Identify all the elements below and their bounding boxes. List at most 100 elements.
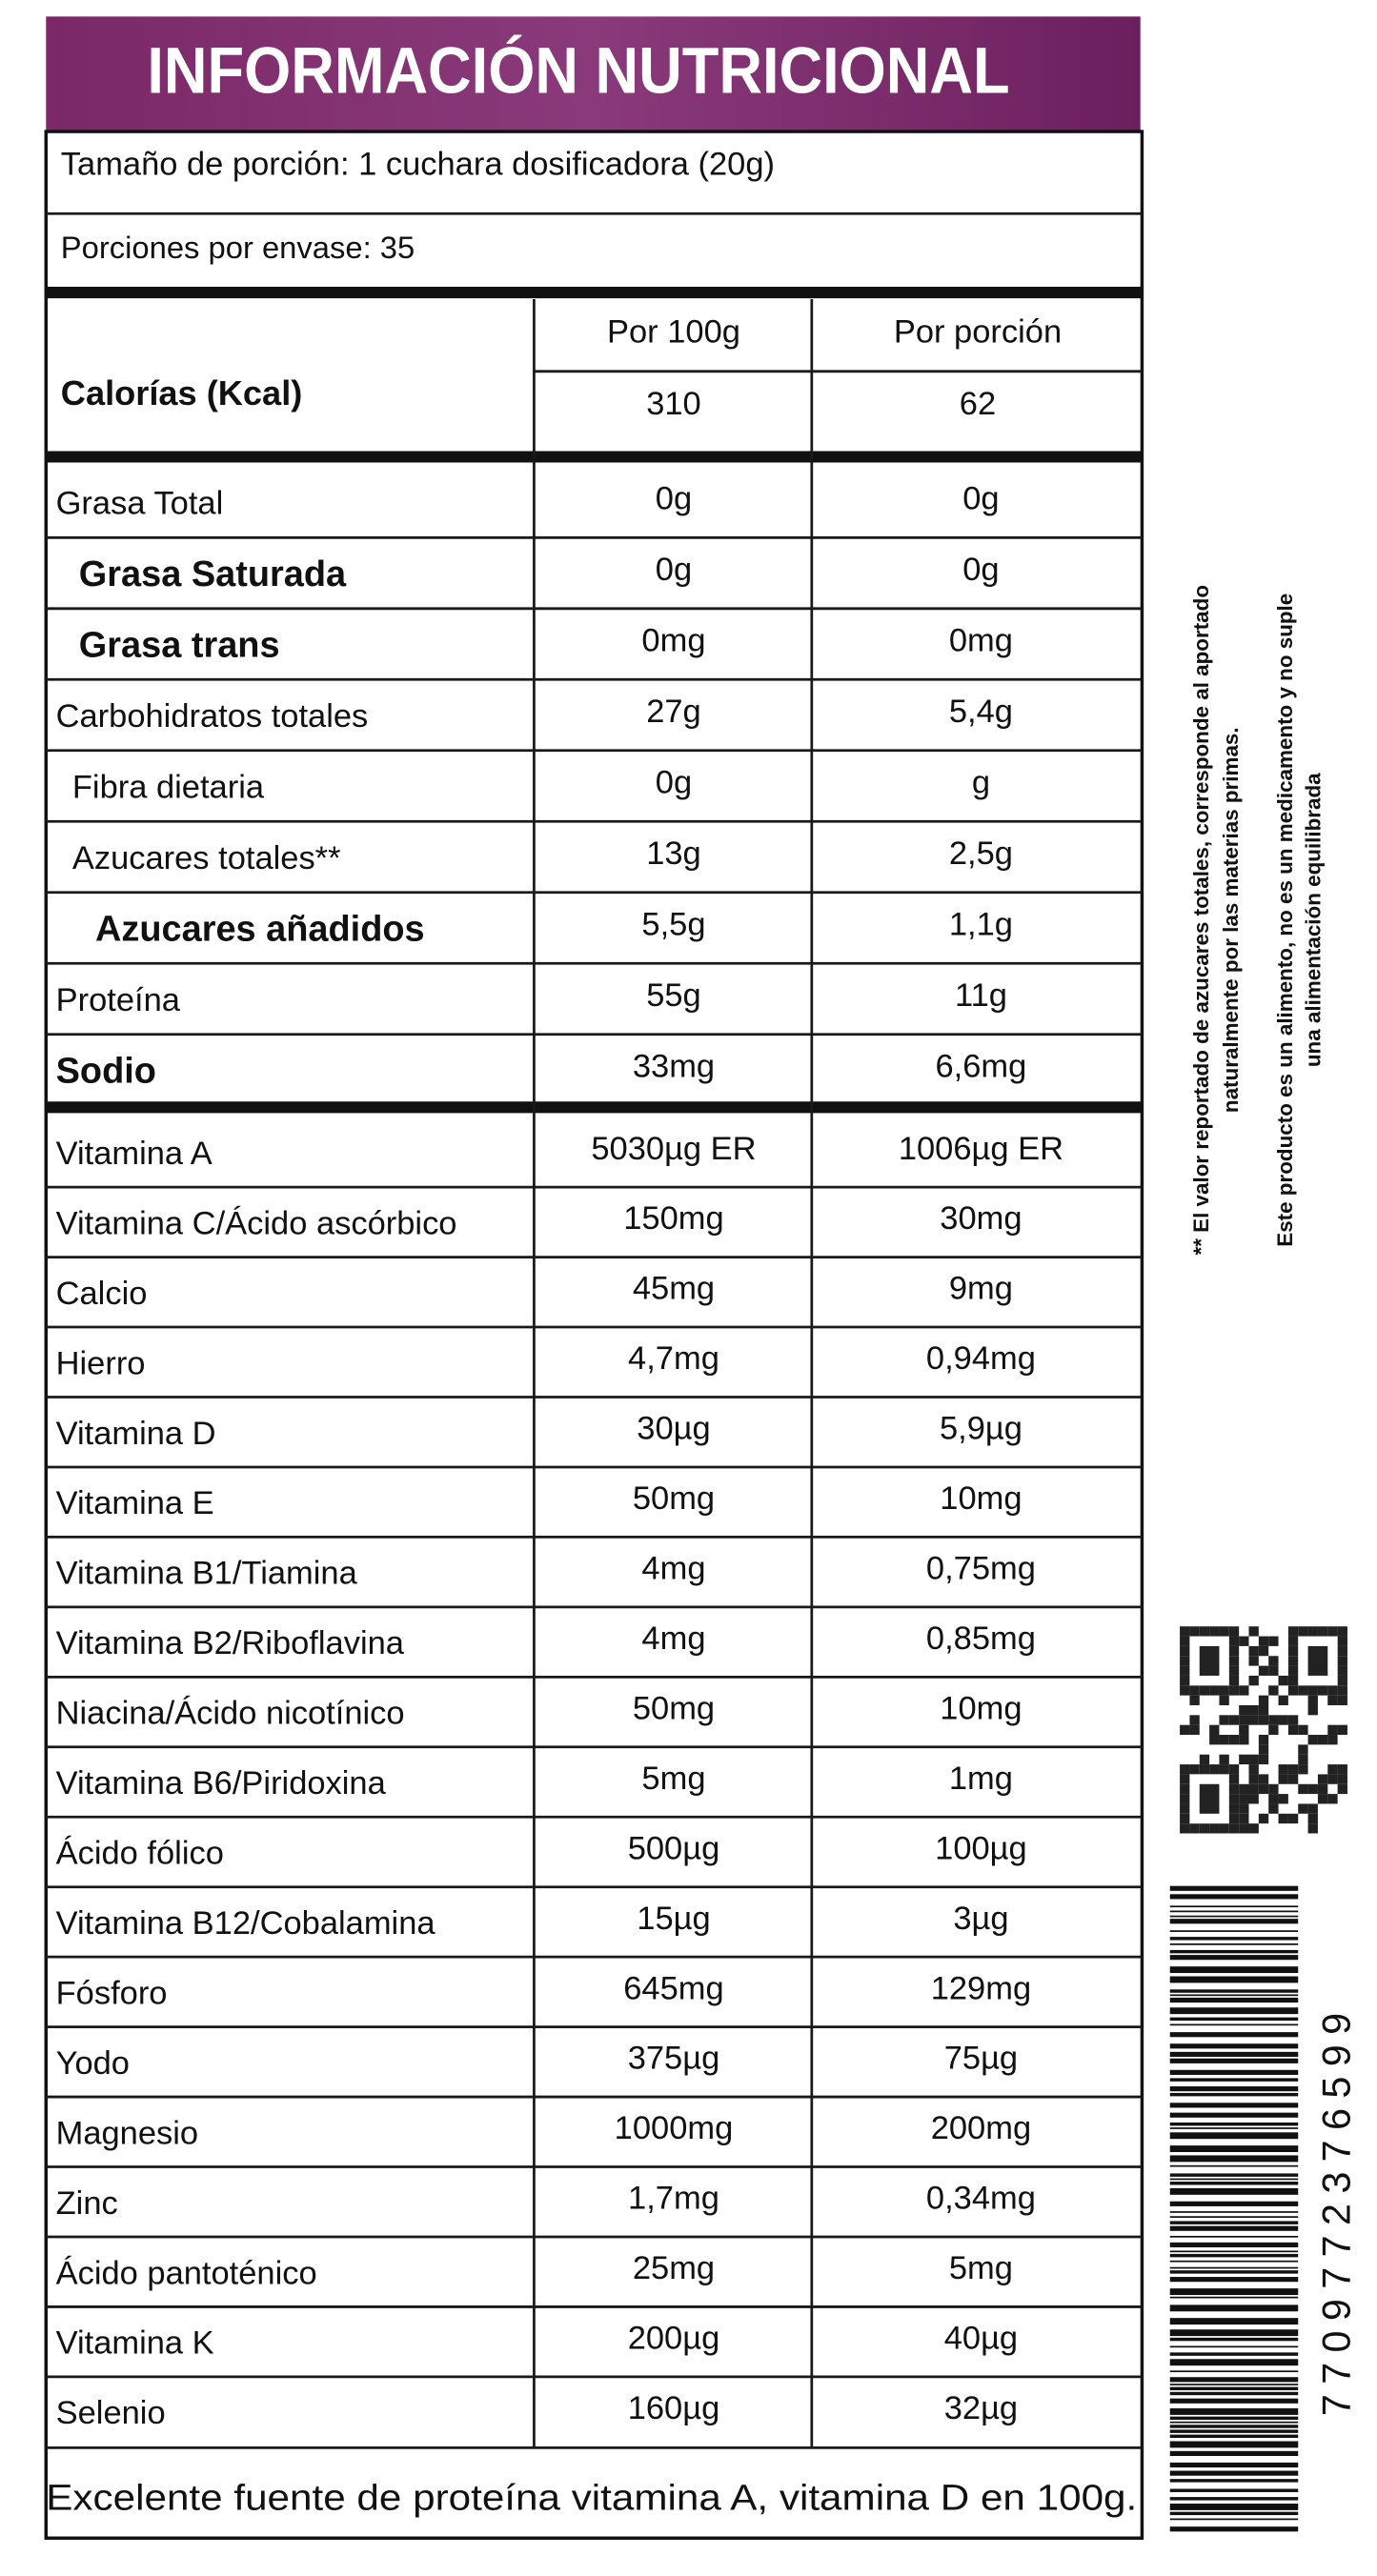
barcode-bar bbox=[1169, 2329, 1299, 2337]
value-per-100g: 25mg bbox=[633, 2250, 715, 2286]
barcode-number: 7709772376599 bbox=[1314, 2003, 1358, 2417]
barcode-bar bbox=[1169, 2007, 1299, 2015]
qr-module bbox=[1228, 1675, 1240, 1686]
qr-module bbox=[1248, 1794, 1259, 1804]
value-per-100g: 4mg bbox=[641, 1620, 705, 1657]
barcode-bar bbox=[1169, 2178, 1299, 2181]
side-note: naturalmente por las materias primas. bbox=[1219, 727, 1243, 1113]
barcode-bar bbox=[1169, 2470, 1299, 2476]
qr-module bbox=[1258, 1645, 1269, 1657]
qr-module bbox=[1219, 1754, 1229, 1765]
value-per-portion: 32µg bbox=[944, 2390, 1018, 2426]
qr-module bbox=[1337, 1724, 1347, 1736]
qr-module bbox=[1317, 1685, 1328, 1696]
barcode-bar bbox=[1169, 2345, 1299, 2348]
qr-module bbox=[1327, 1626, 1338, 1637]
qr-module bbox=[1258, 1715, 1269, 1725]
qr-module bbox=[1307, 1803, 1318, 1814]
qr-module bbox=[1298, 1685, 1308, 1696]
value-per-100g: 45mg bbox=[633, 1271, 715, 1307]
side-notes: ** El valor reportado de azucares totale… bbox=[1189, 585, 1325, 1256]
barcode-bar bbox=[1169, 2058, 1299, 2063]
serving-size: Tamaño de porción: 1 cuchara dosificador… bbox=[61, 146, 775, 182]
barcode bbox=[1169, 1885, 1299, 2532]
qr-module bbox=[1219, 1626, 1229, 1637]
barcode-bar bbox=[1169, 1885, 1299, 1891]
qr-module bbox=[1307, 1685, 1318, 1696]
value-per-100g: 4mg bbox=[641, 1551, 705, 1587]
barcode-bar bbox=[1169, 2127, 1299, 2129]
barcode-bar bbox=[1169, 2408, 1299, 2415]
qr-module bbox=[1189, 1715, 1200, 1725]
value-per-100g: 0g bbox=[656, 764, 692, 800]
value-per-100g: 15µg bbox=[637, 1901, 710, 1937]
qr-module bbox=[1337, 1774, 1347, 1784]
qr-module bbox=[1298, 1764, 1308, 1775]
qr-module bbox=[1307, 1823, 1318, 1834]
value-per-portion: 2,5g bbox=[949, 835, 1013, 872]
qr-module bbox=[1209, 1626, 1220, 1637]
qr-module bbox=[1180, 1774, 1190, 1784]
nutrient-name: Grasa Total bbox=[56, 486, 224, 522]
qr-module bbox=[1189, 1724, 1200, 1736]
qr-module bbox=[1287, 1724, 1299, 1736]
barcode-bar bbox=[1169, 2132, 1299, 2140]
qr-module bbox=[1248, 1656, 1259, 1666]
barcode-bar bbox=[1169, 2296, 1299, 2299]
value-per-portion: 30mg bbox=[940, 1200, 1022, 1237]
calories-label: Calorías (Kcal) bbox=[61, 373, 303, 413]
value-per-100g: 55g bbox=[646, 977, 701, 1014]
qr-module bbox=[1287, 1665, 1299, 1676]
qr-module bbox=[1219, 1695, 1229, 1705]
barcode-bar bbox=[1169, 1966, 1299, 1974]
qr-module bbox=[1287, 1626, 1299, 1637]
barcode-bar bbox=[1169, 2441, 1299, 2448]
value-per-100g: 160µg bbox=[628, 2390, 720, 2426]
value-per-portion: 40µg bbox=[944, 2321, 1018, 2357]
qr-module bbox=[1228, 1774, 1240, 1784]
barcode-bar bbox=[1169, 1905, 1299, 1908]
value-per-100g: 4,7mg bbox=[628, 1340, 719, 1377]
qr-module bbox=[1189, 1823, 1200, 1834]
qr-module bbox=[1248, 1754, 1259, 1765]
qr-module bbox=[1327, 1794, 1338, 1804]
qr-module bbox=[1287, 1774, 1299, 1784]
qr-module bbox=[1268, 1794, 1279, 1804]
qr-code bbox=[1180, 1626, 1347, 1834]
nutrient-name: Yodo bbox=[56, 2045, 130, 2082]
title-bar bbox=[46, 16, 1141, 132]
barcode-bar bbox=[1169, 2086, 1299, 2092]
value-per-100g: 5,5g bbox=[641, 906, 705, 942]
barcode-bar bbox=[1169, 2384, 1299, 2385]
nutrient-name: Calcio bbox=[56, 1276, 148, 1312]
qr-module bbox=[1239, 1803, 1249, 1814]
value-per-100g: 50mg bbox=[633, 1480, 715, 1517]
qr-module bbox=[1189, 1685, 1200, 1696]
value-per-portion: 9mg bbox=[949, 1271, 1013, 1307]
qr-module bbox=[1307, 1704, 1318, 1716]
value-per-portion: 0mg bbox=[949, 622, 1013, 658]
barcode-bar bbox=[1169, 2462, 1299, 2468]
barcode-bar bbox=[1169, 2211, 1299, 2213]
barcode-bar bbox=[1169, 2450, 1299, 2457]
qr-module bbox=[1248, 1764, 1259, 1775]
qr-module bbox=[1307, 1783, 1318, 1795]
qr-module bbox=[1219, 1764, 1229, 1775]
value-per-100g: 5030µg ER bbox=[591, 1131, 756, 1167]
qr-module bbox=[1298, 1803, 1308, 1814]
qr-module bbox=[1317, 1794, 1328, 1804]
qr-module bbox=[1209, 1764, 1220, 1775]
side-note: una alimentación equilibrada bbox=[1301, 773, 1325, 1067]
qr-module bbox=[1258, 1783, 1269, 1795]
value-per-100g: 33mg bbox=[633, 1048, 715, 1084]
qr-module bbox=[1278, 1813, 1288, 1824]
qr-module bbox=[1317, 1626, 1328, 1637]
barcode-bar bbox=[1169, 2235, 1299, 2238]
barcode-bar bbox=[1169, 2377, 1299, 2383]
qr-module bbox=[1327, 1735, 1338, 1745]
value-per-portion: 129mg bbox=[931, 1970, 1031, 2006]
qr-module bbox=[1228, 1735, 1240, 1745]
barcode-bar bbox=[1169, 2434, 1299, 2439]
qr-module bbox=[1239, 1783, 1249, 1795]
